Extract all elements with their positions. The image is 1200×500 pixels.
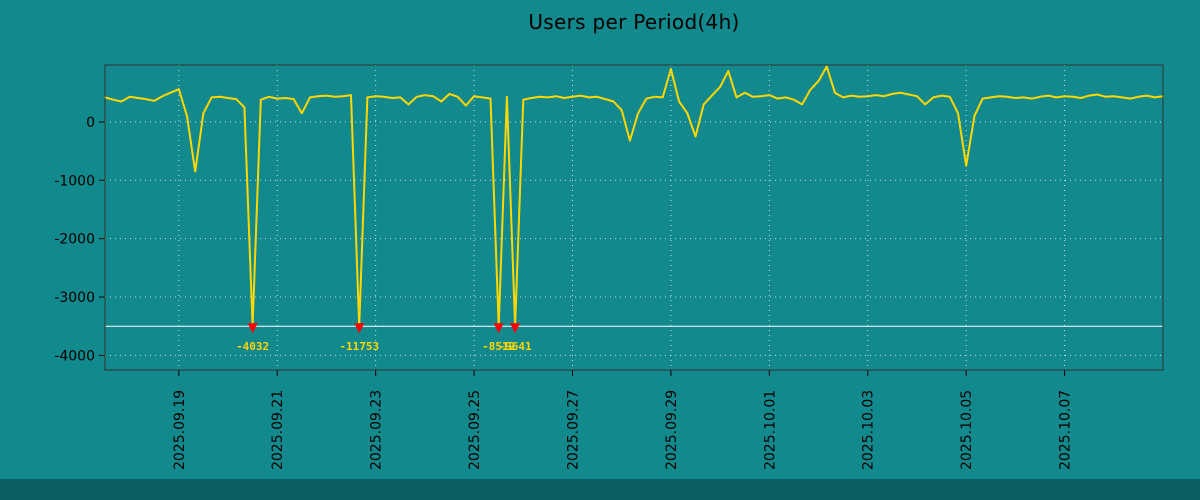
spike-marker-icon xyxy=(354,323,365,334)
chart-title: Users per Period(4h) xyxy=(528,10,740,34)
spike-value-label: -9641 xyxy=(499,340,532,353)
y-axis-labels: 0 -1000 -2000 -3000 -4000 xyxy=(54,115,95,364)
x-tick-label: 2025.09.23 xyxy=(369,390,385,470)
y-tick-label: -3000 xyxy=(54,290,95,306)
y-tick-label: -2000 xyxy=(54,232,95,248)
spike-marker-icon xyxy=(493,323,504,334)
bottom-bar xyxy=(0,479,1200,500)
x-tick-label: 2025.10.03 xyxy=(861,390,877,470)
plot-border xyxy=(104,64,1164,371)
y-tick-label: -4000 xyxy=(54,348,95,364)
x-tick-label: 2025.09.29 xyxy=(664,390,680,470)
x-tick-label: 2025.09.27 xyxy=(565,390,581,470)
series-line xyxy=(104,65,1164,328)
spike-value-label: -4032 xyxy=(236,340,269,353)
spike-markers: -4032 -11753 -8512-9641 xyxy=(236,323,532,353)
y-tick-label: -1000 xyxy=(54,173,95,189)
x-tick-label: 2025.10.01 xyxy=(762,390,778,470)
spike-marker-icon xyxy=(510,323,521,334)
spike-marker-icon xyxy=(247,323,258,334)
x-tick-label: 2025.09.21 xyxy=(270,390,286,470)
x-tick-label: 2025.10.05 xyxy=(959,390,975,470)
x-tick-label: 2025.09.19 xyxy=(172,390,188,470)
x-tick-label: 2025.10.07 xyxy=(1058,390,1074,470)
x-tick-label: 2025.09.25 xyxy=(467,390,483,470)
x-axis-labels: 2025.09.19 2025.09.21 2025.09.23 2025.09.25… xyxy=(172,390,1074,470)
spike-value-label: -8512 xyxy=(482,340,515,353)
spike-value-label: -11753 xyxy=(339,340,379,353)
y-tick-label: 0 xyxy=(86,115,95,131)
axis-ticks xyxy=(99,121,1066,376)
gridlines xyxy=(105,65,1163,370)
